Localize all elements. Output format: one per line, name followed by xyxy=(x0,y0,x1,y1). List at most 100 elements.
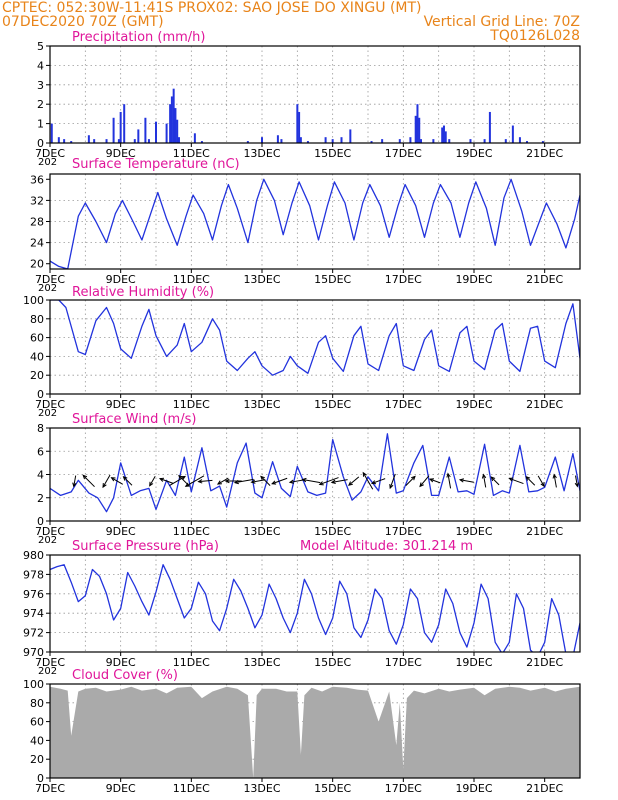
y-tick-label: 0 xyxy=(37,515,44,528)
precip-bar xyxy=(123,104,126,143)
x-tick-label: 15DEC xyxy=(314,525,351,538)
precip-bar xyxy=(112,117,115,143)
panel-title: Precipitation (mm/h) xyxy=(72,30,205,45)
header-line1: CPTEC: 052:30W-11:41S PROX02: SAO JOSE D… xyxy=(2,0,422,16)
wind-arrow xyxy=(389,473,396,490)
panel-title: Surface Pressure (hPa) xyxy=(72,539,219,554)
wind-arrow xyxy=(260,475,271,486)
x-tick-label: 15DEC xyxy=(314,656,351,669)
panels: 0 1 2 3 4 5 Precipitation (mm/h) 7DEC 9DEC 11DEC 1… xyxy=(23,30,581,795)
wind-arrow xyxy=(552,473,557,488)
x-tick-label: 19DEC xyxy=(455,525,492,538)
precip-bar xyxy=(261,137,263,143)
precip-bar xyxy=(296,104,299,143)
precip-bar xyxy=(488,111,491,143)
y-tick-label: 60 xyxy=(30,716,44,729)
x-tick-label: 9DEC xyxy=(106,147,136,160)
precip-bar xyxy=(306,141,309,143)
panel-frame xyxy=(49,554,581,653)
wind-arrow xyxy=(72,475,77,488)
precip-bar xyxy=(416,104,419,143)
cloud-area xyxy=(50,686,580,778)
precip-bar xyxy=(324,137,327,143)
series-temp xyxy=(50,178,580,269)
precip-bar xyxy=(483,139,486,143)
wind-arrow xyxy=(330,479,348,484)
wind-arrow xyxy=(288,479,305,484)
panel-title: Relative Humidity (%) xyxy=(72,285,214,300)
y-tick-label: 20 xyxy=(30,258,44,271)
header-line2-left: 07DEC2020 70Z (GMT) xyxy=(2,14,164,30)
x-tick-label: 13DEC xyxy=(243,656,280,669)
precip-bar xyxy=(144,117,147,143)
wind-arrow xyxy=(216,477,229,485)
series-line-rh xyxy=(50,300,580,376)
precip-bar xyxy=(133,139,136,143)
y-tick-label: 40 xyxy=(30,734,44,747)
series-rh xyxy=(50,300,580,376)
panel-temp: 20 24 28 32 36 Surface Temperature (nC) 7DEC 9D… xyxy=(30,157,581,294)
wind-arrow xyxy=(224,478,242,484)
panel-frame xyxy=(49,45,581,144)
precip-bar xyxy=(169,104,172,143)
x-tick-label: 13DEC xyxy=(243,147,280,160)
y-tick-label: 1 xyxy=(37,118,44,131)
precip-bar xyxy=(200,141,203,143)
y-tick-label: 976 xyxy=(23,588,44,601)
precip-bar xyxy=(541,141,544,143)
series-pres xyxy=(50,564,580,652)
precip-bar xyxy=(193,133,196,143)
x-tick-label: 7DEC xyxy=(35,273,65,286)
panel-cloud: 0 20 40 60 80 100 Cloud Cover (%) 7DEC 9DEC 11DEC… xyxy=(23,668,581,795)
precip-bar xyxy=(50,123,53,143)
y-tick-label: 972 xyxy=(23,627,44,640)
x-tick-label: 9DEC xyxy=(106,525,136,538)
precip-bar xyxy=(137,129,140,143)
y-tick-label: 2 xyxy=(37,98,44,111)
precip-bar xyxy=(398,139,401,143)
wind-arrow xyxy=(233,478,254,485)
x-tick-label: 7DEC xyxy=(35,525,65,538)
precip-bar xyxy=(299,137,302,143)
x-tick-label: 9DEC xyxy=(106,273,136,286)
header-line2-right: Vertical Grid Line: 70Z xyxy=(424,14,580,30)
precip-bar xyxy=(280,139,283,143)
x-tick-label: 15DEC xyxy=(314,147,351,160)
wind-arrow xyxy=(458,478,474,483)
series-precip xyxy=(50,88,544,143)
x-tick-label: 15DEC xyxy=(314,273,351,286)
y-tick-label: 0 xyxy=(37,388,44,401)
x-tick-label: 11DEC xyxy=(173,782,210,795)
precip-bar xyxy=(63,139,66,143)
precip-bar xyxy=(526,141,528,143)
panel-frame xyxy=(49,427,581,522)
precip-bar xyxy=(511,125,514,143)
precip-bar xyxy=(414,115,417,143)
panel-frame xyxy=(49,299,581,395)
precip-bar xyxy=(409,137,412,143)
series-cloud xyxy=(50,686,580,778)
precip-bar xyxy=(349,129,352,143)
y-tick-label: 5 xyxy=(37,40,44,53)
wind-arrow xyxy=(428,478,441,484)
x-tick-label: 7DEC xyxy=(35,656,65,669)
x-tick-label: 11DEC xyxy=(173,398,210,411)
x-tick-label: 7DEC xyxy=(35,398,65,411)
series-wind xyxy=(50,433,580,513)
precip-bar xyxy=(170,96,173,143)
x-tick-label: 21DEC xyxy=(526,398,563,411)
y-tick-label: 0 xyxy=(37,137,44,150)
x-tick-label: 17DEC xyxy=(385,656,422,669)
y-tick-label: 2 xyxy=(37,492,44,505)
x-tick-label: 11DEC xyxy=(173,273,210,286)
wind-arrow xyxy=(537,475,545,488)
precip-bar xyxy=(165,123,168,143)
wind-arrow xyxy=(149,475,156,487)
precip-bar xyxy=(172,88,175,143)
x-tick-label: 11DEC xyxy=(173,525,210,538)
y-tick-label: 20 xyxy=(30,753,44,766)
x-tick-label: 13DEC xyxy=(243,525,280,538)
y-tick-label: 100 xyxy=(23,294,44,307)
x-tick-label: 21DEC xyxy=(526,782,563,795)
precip-bar xyxy=(246,141,249,143)
